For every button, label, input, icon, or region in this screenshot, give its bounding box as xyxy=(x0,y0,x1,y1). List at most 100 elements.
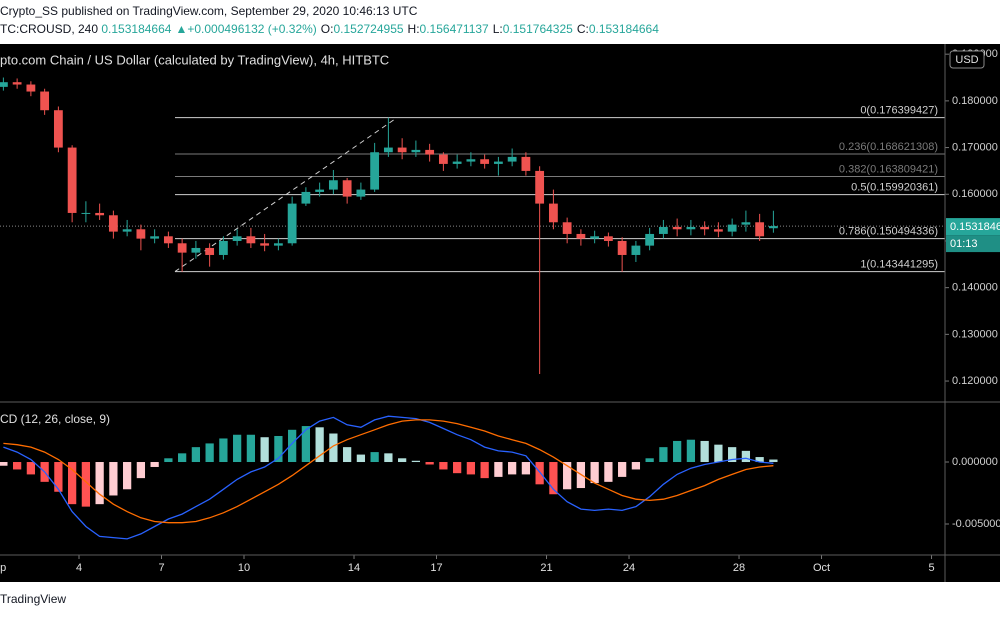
published-line: Crypto_SS published on TradingView.com, … xyxy=(0,4,418,18)
candle-body xyxy=(26,84,36,92)
candle-body xyxy=(218,240,228,255)
y-tick-label: 0.140000 xyxy=(952,282,998,294)
up-arrow-icon: ▲ xyxy=(175,22,187,36)
candle-body xyxy=(713,229,723,232)
histogram-bar xyxy=(136,462,146,479)
candle-body xyxy=(67,147,77,213)
price-pane: 0(0.176399427) 0.236(0.168621308) 0.382(0.… xyxy=(0,77,945,375)
candle-body xyxy=(191,247,201,253)
histogram-bar xyxy=(68,462,77,505)
y-tick-label: 0.120000 xyxy=(952,375,998,387)
candle-body xyxy=(658,226,668,234)
histogram-bar xyxy=(686,439,696,463)
candle-body xyxy=(452,161,462,164)
candle-body xyxy=(590,236,600,239)
candle-body xyxy=(562,222,572,234)
candle-body xyxy=(603,236,613,241)
histogram-bar xyxy=(219,438,228,463)
histogram-bar xyxy=(384,453,393,463)
candle-body xyxy=(205,247,215,255)
fib-label: 1(0.143441295) xyxy=(860,258,938,270)
candle-body xyxy=(672,226,682,230)
histogram-bar xyxy=(81,462,91,507)
macd-line xyxy=(3,419,774,524)
histogram-bar xyxy=(439,462,448,470)
histogram-bar xyxy=(508,462,517,475)
candle-body xyxy=(342,180,352,197)
histogram-bar xyxy=(150,462,159,467)
histogram-bar xyxy=(604,462,613,482)
histogram-bar xyxy=(590,462,599,484)
histogram-bar xyxy=(274,435,283,463)
x-tick-label: 24 xyxy=(623,562,635,574)
candle-body xyxy=(150,236,160,239)
x-tick-label: 5 xyxy=(928,562,934,574)
candle-body xyxy=(122,229,132,232)
candle-body xyxy=(356,189,366,197)
candle-body xyxy=(260,243,270,246)
histogram-bar xyxy=(741,450,751,463)
x-tick-label: 21 xyxy=(540,562,552,574)
histogram-bar xyxy=(329,433,338,463)
candle-body xyxy=(232,236,242,241)
histogram-bar xyxy=(246,434,256,463)
histogram-bar xyxy=(411,460,421,463)
candle-body xyxy=(548,203,558,223)
macd-title: CD (12, 26, close, 9) xyxy=(0,412,110,426)
currency-label: USD xyxy=(955,54,978,66)
histogram-bar xyxy=(0,462,8,466)
x-tick-label: 28 xyxy=(733,562,745,574)
candle-body xyxy=(53,110,63,148)
quote-line: TC:CROUSD, 240 0.153184664 ▲+0.000496132 … xyxy=(0,22,659,36)
candle-body xyxy=(163,236,173,244)
histogram-bar xyxy=(466,462,476,475)
candle-body xyxy=(631,245,641,255)
candle-body xyxy=(700,226,710,230)
fib-label: 0.382(0.163809421) xyxy=(839,163,938,175)
candle-body xyxy=(177,243,187,253)
histogram-bar xyxy=(453,462,462,474)
candle-body xyxy=(411,149,421,153)
candle-body xyxy=(686,226,696,230)
countdown-label: 01:13 xyxy=(950,238,978,250)
histogram-bar xyxy=(480,462,489,479)
trend-line xyxy=(174,117,398,272)
candle-body xyxy=(136,229,146,239)
candle-body xyxy=(727,224,737,232)
histogram-bar xyxy=(191,447,201,463)
histogram-bar xyxy=(673,440,682,463)
candle-body xyxy=(480,159,490,164)
ohlc-value: 0.151764325 xyxy=(503,22,573,36)
x-tick-label: Oct xyxy=(813,562,830,574)
candle-body xyxy=(397,147,407,153)
macd-y-tick-label: -0.005000 xyxy=(952,518,1000,530)
candle-body xyxy=(438,154,448,164)
histogram-bar xyxy=(13,462,22,470)
histogram-bar xyxy=(123,462,132,490)
histogram-bar xyxy=(343,447,352,463)
y-tick-label: 0.130000 xyxy=(952,328,998,340)
candle-body xyxy=(466,159,476,162)
histogram-bar xyxy=(631,462,641,470)
candle-body xyxy=(741,222,751,225)
histogram-bar xyxy=(535,462,544,485)
histogram-bar xyxy=(549,462,558,495)
candle-body xyxy=(370,152,380,190)
histogram-bar xyxy=(659,447,668,463)
ohlc-label: L: xyxy=(493,22,503,36)
x-tick-label: Sep xyxy=(0,562,6,574)
histogram-bar xyxy=(755,457,764,463)
y-tick-label: 0.180000 xyxy=(952,95,998,107)
histogram-bar xyxy=(700,440,709,463)
symbol: TC:CROUSD, 240 xyxy=(0,22,98,36)
histogram-bar xyxy=(301,426,311,463)
candle-body xyxy=(425,149,435,155)
candle-body xyxy=(493,161,503,164)
histogram-bar xyxy=(425,462,434,465)
histogram-bar xyxy=(370,452,379,463)
candle-body xyxy=(383,147,393,153)
candle-body xyxy=(301,191,311,204)
histogram-bar xyxy=(645,458,654,463)
histogram-bar xyxy=(618,462,627,477)
